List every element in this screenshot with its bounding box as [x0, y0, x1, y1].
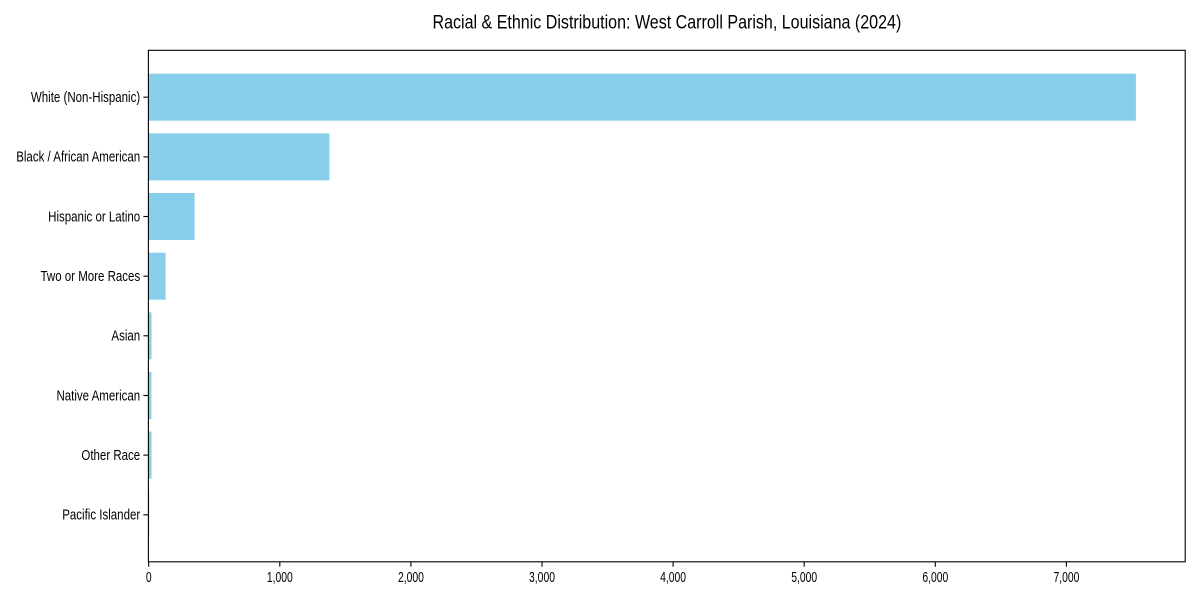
svg-text:7,000: 7,000	[1053, 569, 1079, 585]
svg-text:White (Non-Hispanic): White (Non-Hispanic)	[31, 89, 140, 106]
svg-text:2,000: 2,000	[398, 569, 424, 585]
svg-text:Hispanic or Latino: Hispanic or Latino	[48, 208, 140, 225]
svg-text:5,000: 5,000	[791, 569, 817, 585]
svg-text:Black / African American: Black / African American	[16, 148, 140, 165]
svg-text:Pacific Islander: Pacific Islander	[62, 506, 141, 523]
svg-text:Racial & Ethnic Distribution:: Racial & Ethnic Distribution: West Carro…	[433, 11, 902, 33]
svg-text:6,000: 6,000	[922, 569, 948, 585]
svg-text:1,000: 1,000	[267, 569, 293, 585]
svg-text:Two or More Races: Two or More Races	[41, 268, 141, 285]
svg-text:Asian: Asian	[111, 327, 140, 344]
svg-text:0: 0	[146, 569, 152, 585]
svg-text:4,000: 4,000	[660, 569, 686, 585]
svg-text:Other Race: Other Race	[81, 447, 140, 464]
svg-text:3,000: 3,000	[529, 569, 555, 585]
svg-text:Native American: Native American	[56, 387, 140, 404]
